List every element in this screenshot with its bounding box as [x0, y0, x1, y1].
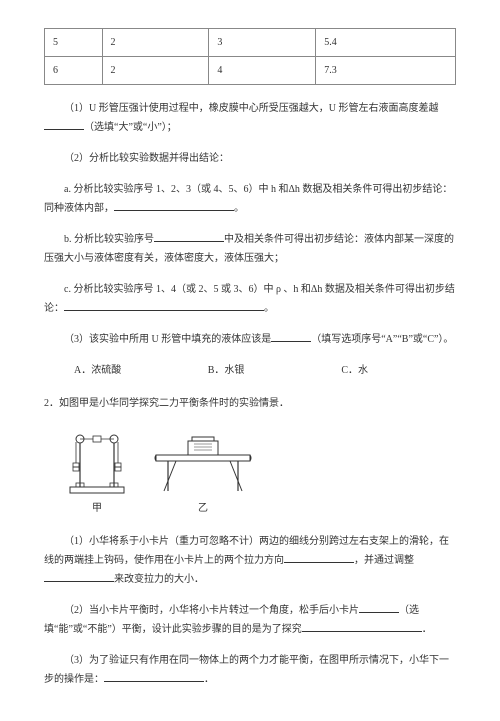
cell: 7.3 — [316, 57, 456, 85]
text: 来改变拉力的大小． — [114, 574, 204, 585]
text: a. 分析比较实验序号 1、2、3（或 4、5、6）中 h 和Δh 数据及相关条… — [44, 184, 452, 214]
fig-a-caption: 甲 — [92, 499, 102, 518]
text: （2）当小卡片平衡时，小华将小卡片转过一个角度，松手后小卡片 — [64, 605, 359, 616]
apparatus-b-icon — [148, 433, 258, 497]
blank — [44, 118, 84, 130]
table-row: 6 2 4 7.3 — [45, 57, 456, 85]
q2-p1: （1）小华将系于小卡片（重力可忽略不计）两边的细线分别跨过左右支架上的滑轮，在线… — [44, 532, 456, 589]
blank — [359, 601, 399, 613]
blank — [302, 620, 422, 632]
fig-b-caption: 乙 — [198, 499, 208, 518]
blank — [154, 230, 224, 242]
text: （3）该实验中所用 U 形管中填充的液体应该是 — [64, 334, 271, 345]
q2-p2: （2）当小卡片平衡时，小华将小卡片转过一个角度，松手后小卡片（选填“能”或“不能… — [44, 601, 456, 639]
q1-c: c. 分析比较实验序号 1、4（或 2、5 或 3、6）中 ρ 、h 和Δh 数… — [44, 280, 456, 318]
option-b: B．水银 — [208, 361, 342, 380]
cell: 5 — [45, 29, 103, 57]
text: （选填“大”或“小”）； — [84, 122, 177, 133]
figure-b: 乙 — [148, 433, 258, 518]
q1-b: b. 分析比较实验序号中及相关条件可得出初步结论：液体内部某一深度的压强大小与液… — [44, 230, 456, 268]
q1-p3: （3）该实验中所用 U 形管中填充的液体应该是 （填写选项序号“A”“B”或“C”… — [44, 330, 456, 349]
q2-p3: （3）为了验证只有作用在同一物体上的两个力才能平衡，在图甲所示情况下，小华下一步… — [44, 651, 456, 689]
blank — [271, 330, 311, 342]
cell: 4 — [209, 57, 316, 85]
cell: 5.4 — [316, 29, 456, 57]
q2-title: 2．如图甲是小华同学探究二力平衡条件时的实验情景． — [44, 394, 456, 413]
q1-p1: （1）U 形管压强计使用过程中，橡皮膜中心所受压强越大，U 形管左右液面高度差越… — [44, 99, 456, 137]
blank — [64, 299, 264, 311]
text: 。 — [234, 203, 244, 214]
blank — [104, 670, 204, 682]
blank — [44, 570, 114, 582]
text: ． — [204, 674, 214, 685]
apparatus-a-icon — [64, 425, 130, 497]
text: （1）U 形管压强计使用过程中，橡皮膜中心所受压强越大，U 形管左右液面高度差越 — [64, 103, 438, 114]
q1-p2: （2）分析比较实验数据并得出结论： — [44, 149, 456, 168]
option-a: A．浓硫酸 — [74, 361, 208, 380]
text: ． — [422, 624, 432, 635]
text: b. 分析比较实验序号 — [64, 234, 154, 245]
cell: 2 — [102, 29, 209, 57]
text: 。 — [264, 303, 274, 314]
text: （填写选项序号“A”“B”或“C”）。 — [311, 334, 453, 345]
data-table: 5 2 3 5.4 6 2 4 7.3 — [44, 28, 456, 85]
options: A．浓硫酸 B．水银 C．水 — [44, 361, 456, 380]
figure-row: 甲 乙 — [64, 425, 456, 518]
blank — [114, 199, 234, 211]
cell: 6 — [45, 57, 103, 85]
option-c: C．水 — [341, 361, 456, 380]
q1-a: a. 分析比较实验序号 1、2、3（或 4、5、6）中 h 和Δh 数据及相关条… — [44, 180, 456, 218]
cell: 3 — [209, 29, 316, 57]
table-row: 5 2 3 5.4 — [45, 29, 456, 57]
figure-a: 甲 — [64, 425, 130, 518]
text: ，并通过调整 — [354, 555, 414, 566]
blank — [284, 551, 354, 563]
cell: 2 — [102, 57, 209, 85]
